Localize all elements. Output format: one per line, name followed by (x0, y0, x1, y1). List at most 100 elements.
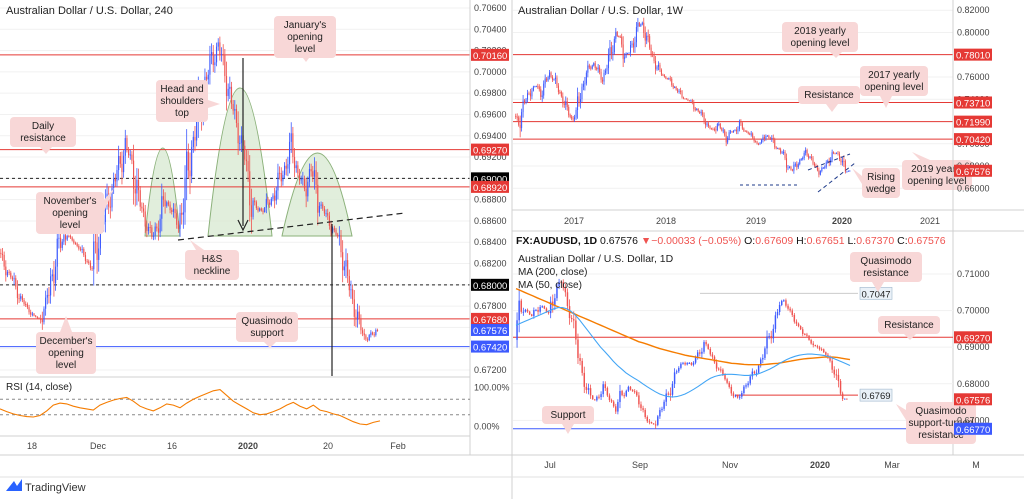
x-tick-label-1w[interactable]: 2019 (746, 216, 766, 226)
candle-4h (288, 141, 291, 165)
candle-1w (762, 136, 764, 141)
callout-nov-open-pointer (104, 188, 114, 212)
y-tick-label-1d[interactable]: 0.71000 (957, 269, 990, 279)
y-tick-label-1d[interactable]: 0.70000 (957, 306, 990, 316)
candle-4h (156, 226, 158, 229)
candle-4h (182, 212, 184, 215)
x-tick-label-1d[interactable]: M (972, 460, 980, 470)
candle-1d (638, 395, 640, 405)
y-axis-4h[interactable]: 0.706000.704000.702000.700000.698000.696… (471, 3, 509, 375)
y-tick-label-4h[interactable]: 0.68200 (474, 259, 507, 269)
rsi-tick-label[interactable]: 0.00% (474, 421, 500, 431)
y-tick-label-1d[interactable]: 0.69000 (957, 342, 990, 352)
candle-1d (661, 408, 663, 411)
x-tick-label-1w[interactable]: 2018 (656, 216, 676, 226)
candle-1w (752, 133, 754, 138)
candle-1d (745, 385, 747, 387)
x-tick-label-4h[interactable]: 18 (27, 441, 37, 451)
candles-1w (515, 17, 851, 178)
tradingview-logo-icon[interactable] (6, 479, 22, 491)
candle-1d (665, 393, 667, 402)
y-tick-label-1w[interactable]: 0.82000 (957, 5, 990, 15)
callout-qm-res: Quasimodo (860, 256, 912, 267)
y-tick-label-4h[interactable]: 0.68800 (474, 195, 507, 205)
y-tick-label-4h[interactable]: 0.67200 (474, 365, 507, 375)
x-tick-label-1d[interactable]: Mar (884, 460, 900, 470)
x-axis-1w[interactable]: 2017 2018 2019 2020 2021 (564, 216, 940, 226)
rsi-axis[interactable]: 100.00% 0.00% (474, 383, 510, 432)
y-tick-label-4h[interactable]: 0.70600 (474, 3, 507, 13)
candle-1w (747, 132, 749, 134)
brand-name[interactable]: TradingView (25, 482, 86, 494)
callout-nov-open: November's (43, 196, 96, 207)
candle-1w (644, 33, 646, 41)
y-tick-label-4h[interactable]: 0.69200 (474, 152, 507, 162)
y-tick-label-1w[interactable]: 0.80000 (957, 27, 990, 37)
candle-4h (53, 274, 55, 284)
y-tick-label-1w[interactable]: 0.76000 (957, 72, 990, 82)
candle-1d (627, 386, 630, 391)
rsi-panel (0, 389, 470, 426)
candle-4h (76, 243, 78, 246)
y-tick-label-4h[interactable]: 0.69400 (474, 131, 507, 141)
candle-1d (837, 374, 840, 382)
candle-4h (79, 248, 82, 250)
x-tick-label-1d[interactable]: Nov (722, 460, 739, 470)
candle-1d (537, 310, 539, 312)
candle-4h (373, 334, 375, 336)
candle-1d (543, 306, 546, 309)
candle-1w (656, 66, 658, 70)
candle-1d (722, 369, 724, 375)
y-tick-label-4h[interactable]: 0.67800 (474, 301, 507, 311)
candle-1d (541, 306, 543, 308)
x-tick-label-4h[interactable]: Dec (90, 441, 107, 451)
candle-4h (285, 165, 287, 169)
x-tick-label-4h[interactable]: 2020 (238, 441, 258, 451)
candle-1w (797, 164, 799, 168)
x-tick-label-1w[interactable]: 2017 (564, 216, 584, 226)
candle-1w (619, 36, 621, 38)
y-tick-label-4h[interactable]: 0.69800 (474, 88, 507, 98)
candle-4h (116, 170, 118, 182)
candle-1w (694, 108, 696, 110)
candle-1w (702, 112, 704, 115)
x-tick-label-1w[interactable]: 2021 (920, 216, 940, 226)
candle-1d (717, 368, 720, 370)
candle-4h (333, 228, 335, 230)
x-tick-label-1d[interactable]: 2020 (810, 460, 830, 470)
y-tick-label-4h[interactable]: 0.69600 (474, 109, 507, 119)
callout-january-open: January's (284, 20, 327, 31)
y-axis-1w[interactable]: 0.820000.800000.780000.760000.740000.720… (954, 5, 992, 193)
candle-1w (772, 137, 774, 140)
rsi-tick-label[interactable]: 100.00% (474, 383, 510, 393)
y-axis-1d[interactable]: 0.71000 0.70000 0.69000 0.68000 0.67000 0.692… (954, 269, 992, 436)
candle-1w (637, 22, 639, 28)
y-tick-label-4h[interactable]: 0.70400 (474, 24, 507, 34)
candle-1d (612, 401, 615, 407)
candle-4h (38, 317, 40, 319)
y-tick-label-4h[interactable]: 0.70000 (474, 67, 507, 77)
candle-1w (699, 111, 701, 114)
y-tick-label-1d[interactable]: 0.68000 (957, 379, 990, 389)
y-tick-label-4h[interactable]: 0.68600 (474, 216, 507, 226)
candle-4h (303, 178, 306, 189)
y-tick-label-1w[interactable]: 0.66000 (957, 183, 990, 193)
x-tick-label-1w[interactable]: 2020 (832, 216, 852, 226)
callout-2018-open-pointer (830, 52, 842, 58)
x-tick-label-4h[interactable]: 16 (167, 441, 177, 451)
y-tick-label-4h[interactable]: 0.68400 (474, 237, 507, 247)
candle-4h (284, 165, 286, 175)
x-axis-4h[interactable]: 18 Dec 16 2020 20 Feb (27, 441, 406, 451)
levels-1d (513, 292, 953, 430)
y-tick-label-1d[interactable]: 0.67000 (957, 415, 990, 425)
moving-averages (515, 287, 851, 398)
x-tick-label-1d[interactable]: Jul (544, 460, 556, 470)
x-axis-1d[interactable]: Jul Sep Nov 2020 Mar M (544, 460, 980, 470)
x-tick-label-4h[interactable]: Feb (390, 441, 406, 451)
candle-1w (840, 159, 842, 163)
x-tick-label-1d[interactable]: Sep (632, 460, 648, 470)
candle-4h (275, 190, 277, 201)
x-tick-label-4h[interactable]: 20 (323, 441, 333, 451)
candle-1w (846, 171, 848, 173)
candle-1d (600, 394, 602, 398)
